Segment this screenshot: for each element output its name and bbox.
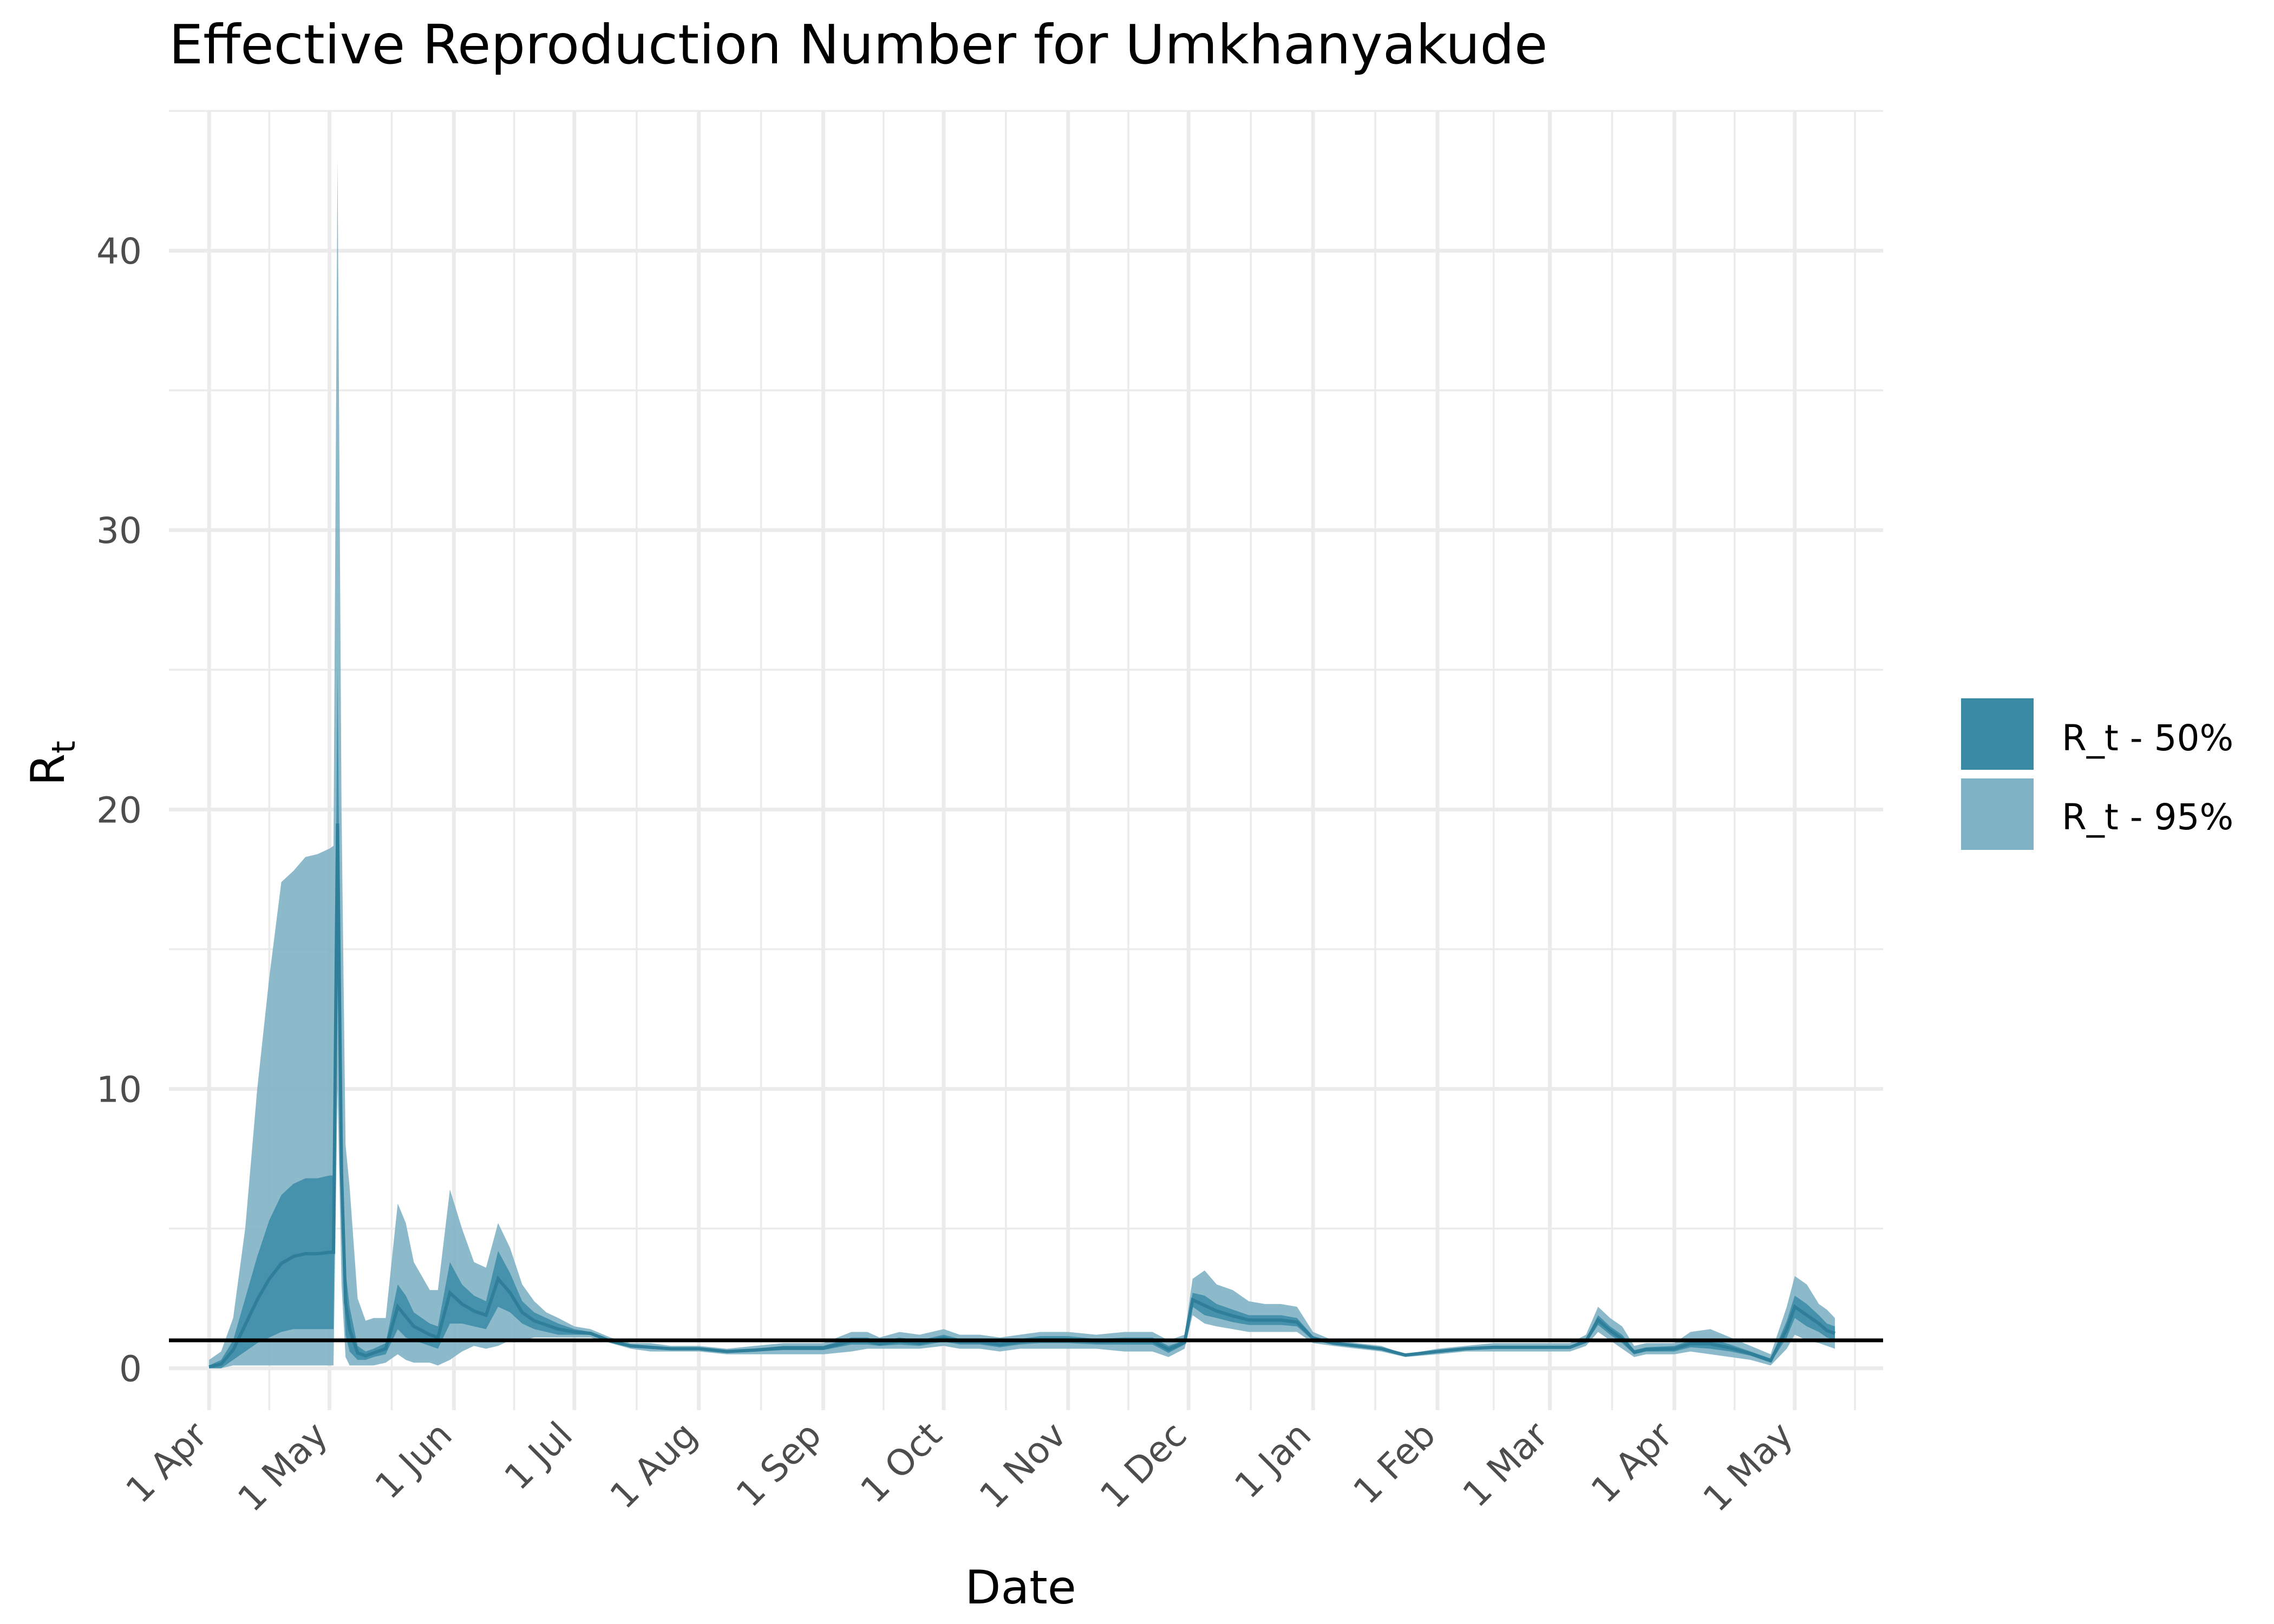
x-tick-label: 1 May [230,1414,335,1520]
x-tick-label: 1 Mar [1455,1413,1557,1515]
legend: R_t - 50% R_t - 95% [1961,698,2233,850]
y-tick-label: 10 [96,1069,142,1110]
legend-key-50 [1961,698,2034,770]
x-tick-label: 1 Nov [971,1414,1074,1517]
y-tick-label: 20 [96,789,142,831]
x-axis-label: Date [965,1561,1076,1615]
x-tick-label: 1 Jan [1227,1414,1319,1507]
y-tick-labels: 0 10 20 30 40 [96,231,142,1390]
x-tick-label: 1 Apr [118,1413,215,1511]
x-tick-label: 1 Apr [1583,1413,1681,1511]
y-tick-label: 0 [119,1348,142,1390]
x-tick-label: 1 Jul [496,1414,580,1498]
y-axis-label: Rt [21,741,83,785]
x-tick-label: 1 Feb [1345,1414,1444,1512]
grid-lines [169,110,1883,1410]
x-tick-labels: 1 Apr 1 May 1 Jun 1 Jul 1 Aug 1 Sep 1 Oct 1 Nov… [118,1413,1801,1520]
y-axis-label-subscript: t [45,741,83,754]
x-tick-label: 1 Sep [728,1414,829,1515]
x-tick-label: 1 Jun [367,1414,460,1507]
x-tick-label: 1 Oct [853,1414,950,1511]
x-tick-label: 1 Aug [602,1414,705,1517]
chart-title: Effective Reproduction Number for Umkhan… [169,13,1548,76]
x-tick-label: 1 Dec [1092,1414,1194,1516]
y-tick-label: 40 [96,231,142,272]
y-tick-label: 30 [96,510,142,552]
legend-label-50: R_t - 50% [2062,717,2233,759]
x-tick-label: 1 May [1695,1414,1801,1520]
legend-key-95 [1961,778,2034,850]
legend-label-95: R_t - 95% [2062,796,2233,838]
y-axis-label-main: R [21,754,75,786]
